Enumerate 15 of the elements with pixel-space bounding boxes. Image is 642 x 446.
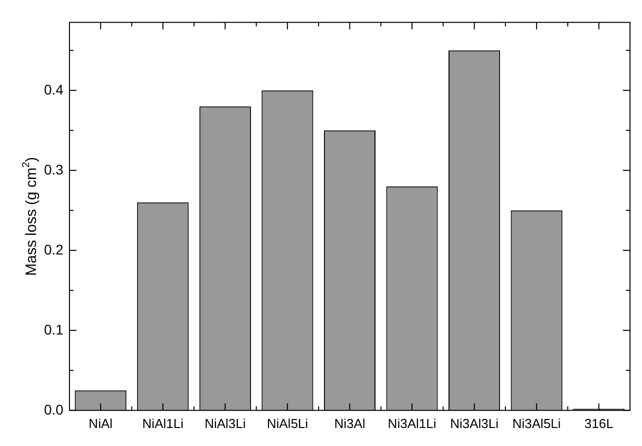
y-tick-label: 0.2: [44, 241, 64, 258]
x-tick-label: NiAl1Li: [142, 416, 184, 431]
x-tick-label: NiAl5Li: [266, 416, 308, 431]
y-tick-label: 0.0: [44, 401, 64, 418]
x-tick-label: NiAl3Li: [204, 416, 246, 431]
x-tick-label: Ni3Al3Li: [450, 416, 499, 431]
x-tick-label: NiAl: [88, 416, 113, 431]
y-axis-title: Mass loss (g cm2): [20, 156, 40, 276]
y-tick-label: 0.3: [44, 161, 64, 178]
x-tick-label: Ni3Al5Li: [512, 416, 561, 431]
x-tick-label: Ni3Al1Li: [388, 416, 436, 431]
y-tick-label: 0.4: [44, 81, 64, 98]
x-tick-label: Ni3Al: [334, 416, 366, 431]
y-tick-label: 0.1: [44, 321, 64, 338]
x-tick-label: 316L: [584, 416, 614, 431]
